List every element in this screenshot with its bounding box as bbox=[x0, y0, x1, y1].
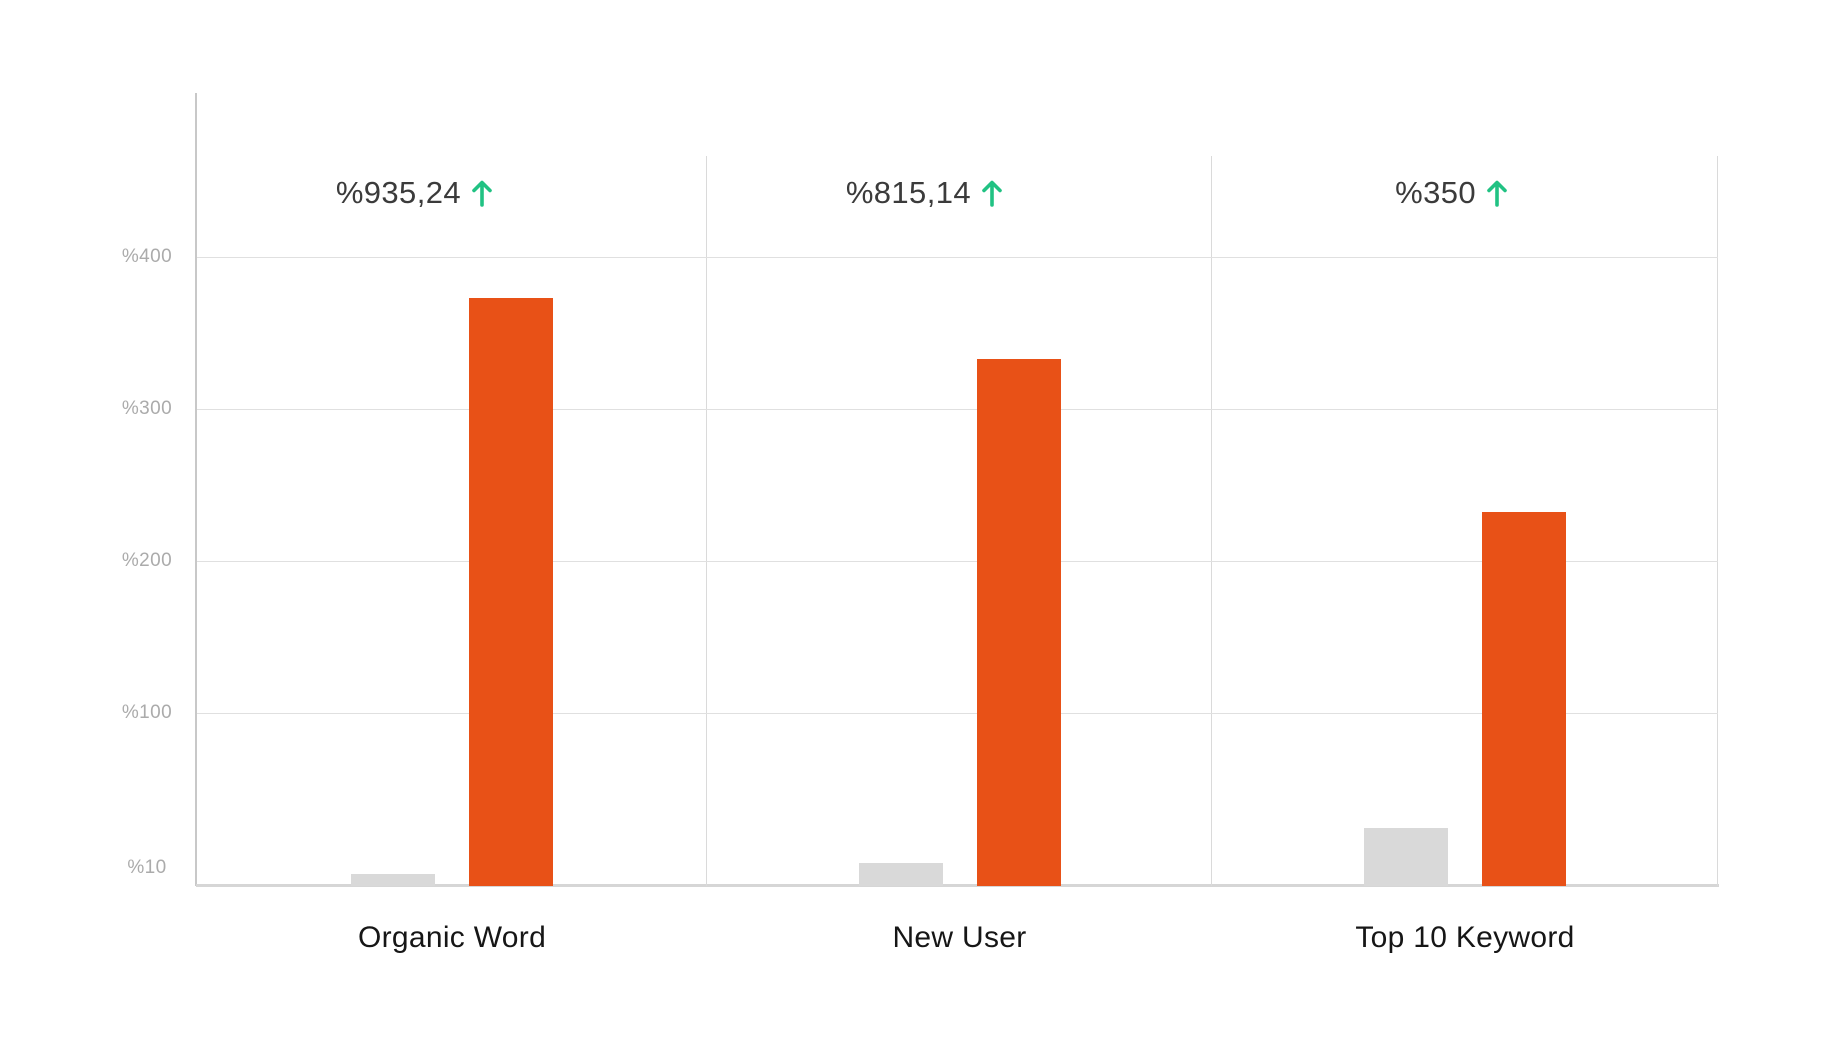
category-label: Organic Word bbox=[357, 921, 547, 954]
panel-divider-1 bbox=[706, 156, 707, 886]
y-tick-label: %100 bbox=[121, 702, 173, 723]
gridline-400 bbox=[197, 257, 1718, 258]
up-arrow-icon bbox=[1487, 180, 1507, 207]
up-arrow-icon bbox=[982, 180, 1002, 207]
gridline-100 bbox=[197, 713, 1718, 714]
growth-label: %815,14 bbox=[707, 173, 1003, 213]
current-bar bbox=[469, 298, 553, 886]
growth-value: %935,24 bbox=[335, 175, 461, 210]
category-label: New User bbox=[892, 921, 1027, 954]
growth-value: %815,14 bbox=[845, 175, 971, 210]
growth-value: %350 bbox=[1395, 175, 1476, 210]
plot-right-border bbox=[1717, 156, 1718, 886]
previous-bar bbox=[1364, 828, 1448, 886]
current-bar bbox=[1482, 512, 1566, 886]
y-axis-line bbox=[195, 93, 197, 886]
up-arrow-icon bbox=[472, 180, 492, 207]
gridline-300 bbox=[197, 409, 1718, 410]
x-axis-line bbox=[196, 884, 1719, 887]
category-label: Top 10 Keyword bbox=[1355, 921, 1575, 954]
y-tick-label: %200 bbox=[121, 550, 173, 571]
y-tick-label: %400 bbox=[121, 246, 173, 267]
gridline-200 bbox=[197, 561, 1718, 562]
growth-label: %350 bbox=[1212, 173, 1508, 213]
y-tick-label: %10 bbox=[127, 857, 167, 878]
growth-label: %935,24 bbox=[197, 173, 493, 213]
current-bar bbox=[977, 359, 1061, 886]
panel-divider-2 bbox=[1211, 156, 1212, 886]
previous-bar bbox=[351, 874, 435, 886]
previous-bar bbox=[859, 863, 943, 886]
y-tick-label: %300 bbox=[121, 398, 173, 419]
